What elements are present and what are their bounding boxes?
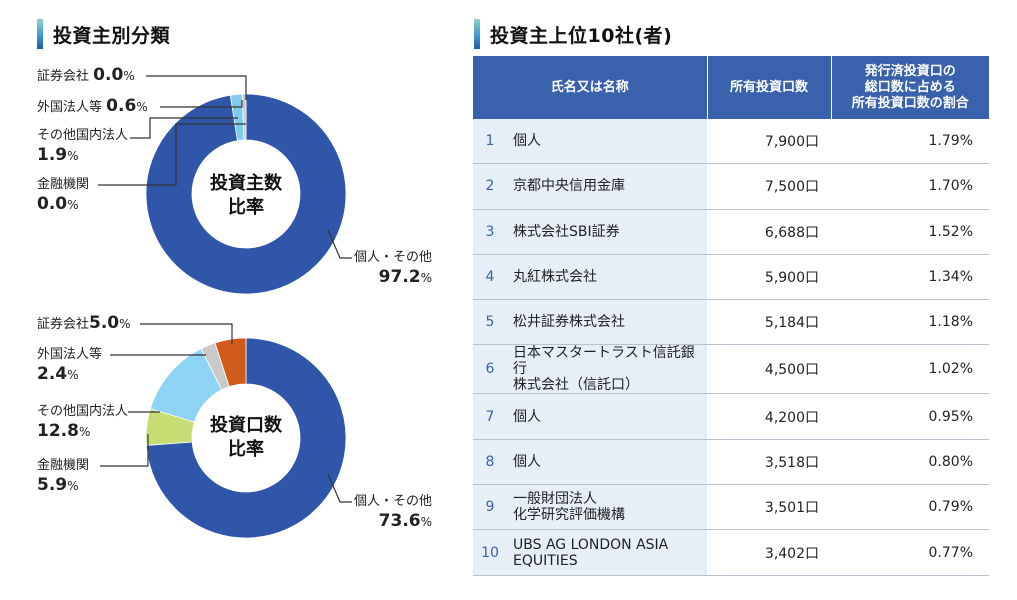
table-row: 1 個人 7,900口 1.79% — [473, 119, 989, 165]
rank-cell: 6 — [473, 344, 507, 395]
name-cell: UBS AG LONDON ASIA EQUITIES — [507, 529, 707, 576]
left-section-heading: 投資主別分類 — [37, 19, 170, 49]
ratio-cell: 1.70% — [831, 163, 989, 210]
units-cell: 6,688口 — [707, 209, 831, 255]
label-foreign: 外国法人等 2.4% — [37, 347, 103, 384]
label-financial: 金融機関 0.0% — [37, 177, 90, 214]
label-individual: 個人・その他 73.6% — [354, 494, 433, 531]
table-row: 4 丸紅株式会社 5,900口 1.34% — [473, 254, 989, 301]
leader-line — [98, 123, 246, 186]
table-row: 3 株式会社SBI証券 6,688口 1.52% — [473, 209, 989, 255]
table-row: 10 UBS AG LONDON ASIA EQUITIES 3,402口 0.77% — [473, 529, 989, 576]
label-individual: 個人・その他 97.2% — [354, 250, 433, 287]
units-cell: 3,518口 — [707, 439, 831, 486]
donut-slice-0 — [145, 93, 347, 295]
rank-cell: 7 — [473, 393, 507, 440]
name-cell: 個人 — [507, 393, 707, 440]
leader-line — [160, 100, 243, 108]
table-row: 6 日本マスタートラスト信託銀行 株式会社（信託口） 4,500口 1.02% — [473, 344, 989, 395]
rank-cell: 8 — [473, 439, 507, 486]
donut-chart-svg — [98, 75, 352, 295]
ratio-cell: 1.02% — [831, 344, 989, 395]
label-securities: 証券会社5.0% — [37, 313, 131, 333]
donut-slice-3 — [241, 93, 247, 141]
label-foreign: 外国法人等 0.6% — [37, 96, 148, 116]
leader-line — [100, 434, 149, 467]
rank-cell: 2 — [473, 163, 507, 210]
donut-slice-4 — [214, 337, 247, 388]
label-other-domestic: その他国内法人 12.8% — [37, 404, 129, 441]
units-cell: 4,500口 — [707, 344, 831, 395]
ratio-cell: 1.34% — [831, 254, 989, 301]
ratio-cell: 0.79% — [831, 484, 989, 531]
ratio-cell: 1.79% — [831, 119, 989, 165]
leader-line — [130, 117, 238, 139]
rank-cell: 9 — [473, 484, 507, 531]
name-cell: 丸紅株式会社 — [507, 254, 707, 301]
table-row: 5 松井証券株式会社 5,184口 1.18% — [473, 299, 989, 346]
donut-chart-investor-count: 証券会社 0.0% 外国法人等 0.6% その他国内法人 1.9% 金融機関 0… — [0, 60, 460, 360]
donut-chart-unit-count: 証券会社5.0% 外国法人等 2.4% その他国内法人 12.8% 金融機関 5… — [0, 300, 460, 600]
units-cell: 7,900口 — [707, 119, 831, 165]
table-row: 2 京都中央信用金庫 7,500口 1.70% — [473, 163, 989, 210]
heading-accent-bar — [37, 19, 43, 49]
name-cell: 個人 — [507, 439, 707, 486]
ratio-cell: 1.52% — [831, 209, 989, 255]
heading-accent-bar — [474, 19, 480, 49]
name-cell: 一般財団法人 化学研究評価機構 — [507, 484, 707, 531]
units-cell: 3,501口 — [707, 484, 831, 531]
header-name: 氏名又は名称 — [473, 56, 708, 119]
donut-center-label: 投資主数 比率 — [210, 173, 282, 218]
rank-cell: 4 — [473, 254, 507, 301]
units-cell: 4,200口 — [707, 393, 831, 440]
donut-center-label: 投資口数 比率 — [210, 415, 282, 460]
leader-line — [140, 323, 233, 344]
name-cell: 日本マスタートラスト信託銀行 株式会社（信託口） — [507, 344, 707, 395]
table-header-row: 氏名又は名称 所有投資口数 発行済投資口の 総口数に占める 所有投資口数の割合 — [473, 56, 989, 119]
units-cell: 3,402口 — [707, 529, 831, 576]
ratio-cell: 0.80% — [831, 439, 989, 486]
label-other-domestic: その他国内法人 1.9% — [37, 128, 129, 165]
right-section-title: 投資主上位10社(者) — [490, 24, 673, 47]
ratio-cell: 0.77% — [831, 529, 989, 576]
units-cell: 5,184口 — [707, 299, 831, 346]
table-row: 7 個人 4,200口 0.95% — [473, 393, 989, 440]
ratio-cell: 0.95% — [831, 393, 989, 440]
ratio-cell: 1.18% — [831, 299, 989, 346]
leader-line — [327, 473, 352, 503]
table-row: 8 個人 3,518口 0.80% — [473, 439, 989, 486]
name-cell: 株式会社SBI証券 — [507, 209, 707, 255]
header-units: 所有投資口数 — [707, 56, 832, 119]
header-ratio: 発行済投資口の 総口数に占める 所有投資口数の割合 — [831, 56, 989, 119]
donut-slice-0 — [145, 337, 347, 539]
top10-holders-table: 氏名又は名称 所有投資口数 発行済投資口の 総口数に占める 所有投資口数の割合 … — [473, 56, 989, 576]
name-cell: 松井証券株式会社 — [507, 299, 707, 346]
label-financial: 金融機関 5.9% — [37, 458, 90, 495]
units-cell: 7,500口 — [707, 163, 831, 210]
leader-line — [146, 75, 247, 100]
rank-cell: 10 — [473, 529, 507, 576]
units-cell: 5,900口 — [707, 254, 831, 301]
donut-chart-svg — [100, 323, 352, 539]
name-cell: 個人 — [507, 119, 707, 165]
table-row: 9 一般財団法人 化学研究評価機構 3,501口 0.79% — [473, 484, 989, 531]
label-securities: 証券会社 0.0% — [37, 65, 135, 85]
left-section-title: 投資主別分類 — [53, 24, 171, 47]
rank-cell: 5 — [473, 299, 507, 346]
right-section-heading: 投資主上位10社(者) — [474, 19, 672, 49]
name-cell: 京都中央信用金庫 — [507, 163, 707, 210]
leader-line — [327, 229, 352, 259]
rank-cell: 3 — [473, 209, 507, 255]
rank-cell: 1 — [473, 119, 507, 165]
